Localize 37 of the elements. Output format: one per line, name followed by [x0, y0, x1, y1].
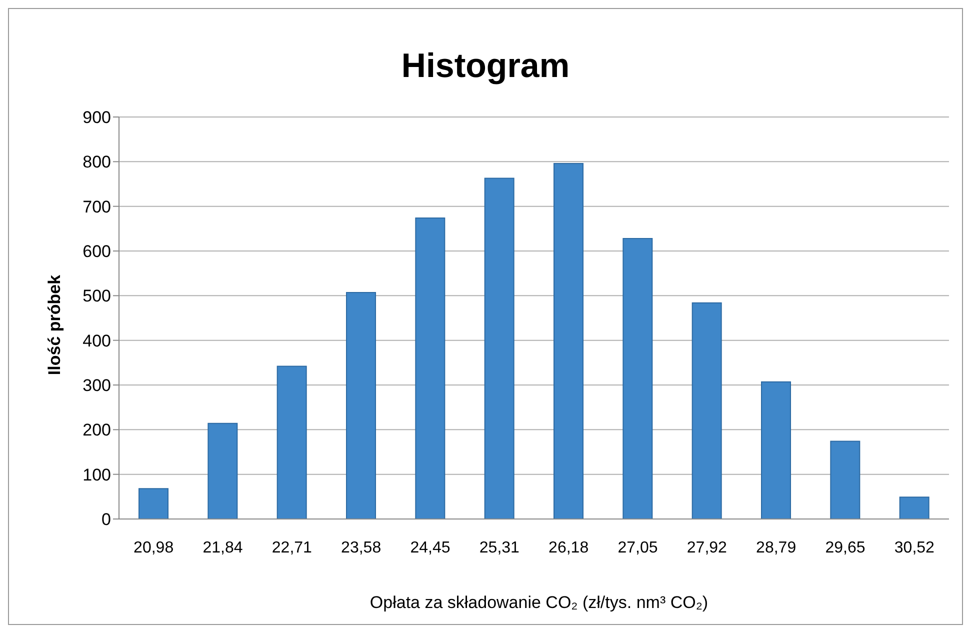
y-tick-label: 800	[82, 152, 111, 172]
bar	[761, 381, 791, 519]
x-tick-label: 27,92	[686, 539, 728, 556]
bar	[484, 178, 514, 519]
y-axis-title: Ilość próbek	[45, 274, 65, 376]
y-tick-label: 0	[102, 510, 111, 530]
y-tick-label: 400	[82, 331, 111, 350]
y-tick-label: 100	[82, 465, 111, 484]
bar	[208, 422, 238, 519]
y-tick-label: 900	[82, 108, 111, 128]
y-tick-label: 700	[82, 197, 111, 216]
x-tick-label: 25,31	[479, 539, 520, 556]
x-tick-label: 24,45	[410, 539, 450, 556]
x-tick-label: 22,71	[272, 539, 312, 556]
bar	[554, 162, 584, 519]
y-tick-label: 500	[82, 286, 111, 306]
bar	[346, 292, 376, 519]
bar	[692, 302, 722, 519]
bar	[415, 217, 446, 519]
x-tick-label: 26,18	[548, 539, 589, 556]
x-tick-label: 23,58	[341, 539, 382, 556]
x-tick-label: 20,98	[134, 539, 174, 556]
bar	[899, 496, 930, 519]
y-tick-label: 300	[82, 376, 111, 396]
y-tick-label: 200	[82, 420, 111, 440]
x-tick-label: 29,65	[825, 539, 866, 556]
bar	[276, 366, 307, 519]
bar	[830, 440, 860, 519]
x-tick-label: 21,84	[202, 539, 243, 556]
bar	[138, 488, 168, 519]
y-tick-label: 600	[82, 242, 111, 262]
x-tick-label: 27,05	[618, 539, 658, 556]
bar	[622, 238, 653, 519]
x-tick-label: 28,79	[756, 539, 796, 556]
x-axis-title: Opłata za składowanie CO₂ (zł/tys. nm³ CO₂)	[368, 593, 710, 613]
chart-title: Histogram	[400, 47, 571, 86]
x-tick-label: 30,52	[894, 539, 935, 556]
